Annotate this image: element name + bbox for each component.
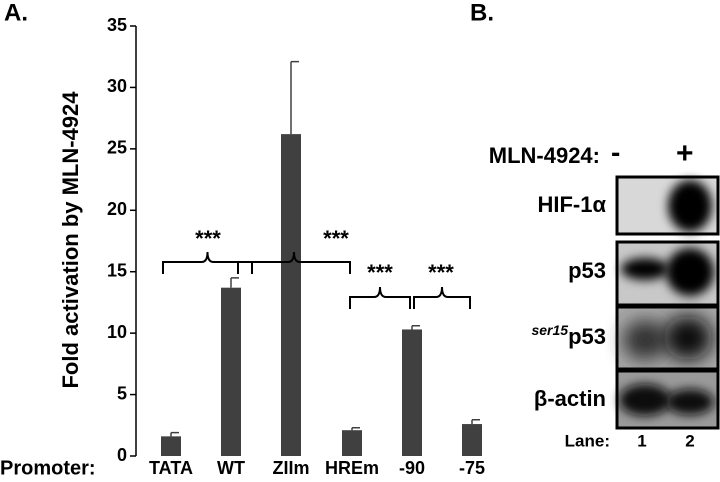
blot-label: p53 — [568, 324, 606, 349]
blot-label: p53 — [568, 258, 606, 283]
annotation: *** — [195, 226, 221, 251]
error-bar — [471, 419, 480, 425]
blot-label: HIF-1α — [537, 192, 606, 217]
x-tick-label: -90 — [399, 458, 425, 478]
x-axis-label: Promoter: — [0, 457, 96, 479]
blot-label: β-actin — [534, 386, 606, 411]
bar — [402, 329, 422, 456]
x-tick-label: TATA — [149, 458, 193, 478]
y-tick-label: 25 — [107, 138, 127, 158]
y-tick-label: 20 — [107, 199, 127, 219]
band — [666, 389, 714, 415]
bar — [342, 430, 362, 456]
annotation: *** — [428, 260, 454, 285]
y-tick-label: 0 — [117, 445, 127, 465]
y-axis-label: Fold activation by MLN-4924 — [58, 91, 83, 389]
lane-number: 1 — [637, 431, 646, 450]
lane-label: Lane: — [565, 431, 610, 450]
panel-label: A. — [4, 0, 28, 26]
bracket — [349, 286, 411, 309]
x-tick-label: ZIIm — [272, 458, 309, 478]
annotation: *** — [323, 226, 349, 251]
annotation: *** — [367, 260, 393, 285]
blot-label-prefix: ser15 — [531, 322, 568, 338]
y-tick-label: 35 — [107, 15, 127, 35]
x-tick-label: -75 — [459, 458, 485, 478]
treatment-label: MLN-4924: — [489, 143, 600, 168]
bracket — [162, 251, 253, 274]
band — [621, 258, 669, 280]
error-bar — [290, 60, 299, 135]
band — [619, 384, 671, 416]
y-tick-label: 15 — [107, 260, 127, 280]
bar — [462, 424, 482, 456]
y-tick-label: 30 — [107, 76, 127, 96]
bar — [221, 287, 241, 456]
band — [664, 316, 712, 360]
error-bar — [170, 431, 179, 437]
lane-sign: + — [676, 137, 694, 170]
error-bar — [411, 325, 420, 330]
x-tick-label: HREm — [325, 458, 379, 478]
error-bar — [351, 426, 360, 431]
band — [666, 248, 714, 296]
y-tick-label: 10 — [107, 322, 127, 342]
bar — [161, 436, 181, 456]
panel-label: B. — [470, 0, 494, 26]
panel-b: B. MLN-4924: - + HIF-1α p53 ser15p53 β-a… — [470, 0, 720, 450]
x-tick-label: WT — [217, 458, 245, 478]
band — [668, 180, 712, 232]
bar — [281, 134, 301, 456]
bracket — [237, 251, 351, 274]
lane-sign: - — [611, 136, 620, 167]
error-bar — [230, 277, 239, 288]
bracket — [413, 286, 471, 309]
blot-label: ser15p53 — [531, 322, 606, 349]
y-tick-label: 5 — [117, 383, 127, 403]
band — [623, 320, 667, 360]
lane-number: 2 — [685, 431, 694, 450]
